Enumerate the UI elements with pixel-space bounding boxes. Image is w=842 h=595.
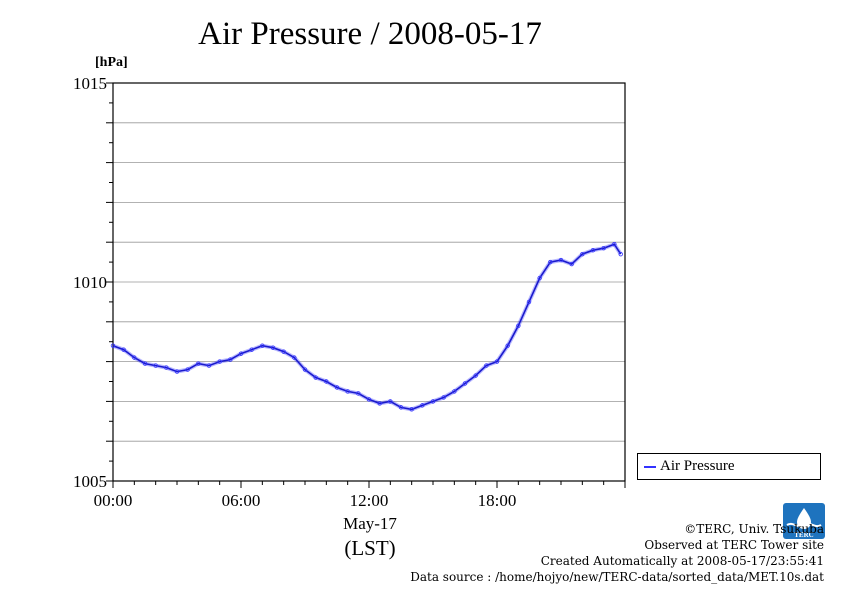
data-point (388, 399, 393, 404)
y-tick-label: 1010 (73, 273, 107, 292)
x-tick-label: 18:00 (478, 491, 517, 510)
data-point (153, 363, 158, 368)
series-band (112, 241, 623, 412)
data-point (430, 399, 436, 404)
data-point (601, 245, 606, 251)
y-tick-label: 1015 (73, 74, 107, 93)
data-point (281, 349, 286, 354)
data-point (569, 261, 574, 267)
data-point (345, 389, 350, 394)
credit-site: Observed at TERC Tower site (644, 538, 824, 552)
data-point (142, 361, 148, 366)
data-point (618, 251, 623, 257)
x-tick-label: 06:00 (222, 491, 261, 510)
legend-label: Air Pressure (660, 458, 735, 474)
data-point (121, 347, 126, 352)
data-point (452, 389, 457, 394)
data-point (494, 359, 500, 364)
credit-copyright: ©TERC, Univ. Tsukuba (684, 522, 824, 536)
data-point (409, 407, 414, 412)
data-point (473, 373, 478, 378)
credits-block: ©TERC, Univ. Tsukuba Observed at TERC To… (410, 521, 824, 585)
data-point (228, 357, 233, 362)
credit-created: Created Automatically at 2008-05-17/23:5… (540, 554, 824, 568)
data-point (174, 369, 180, 374)
data-point (484, 363, 489, 368)
data-point (302, 367, 308, 372)
data-point (292, 355, 297, 360)
data-point (590, 247, 596, 253)
logo-text: TERC (794, 531, 813, 539)
data-point (505, 343, 510, 348)
series-line (112, 243, 622, 411)
legend-line-icon (644, 466, 656, 468)
y-tick-label: 1005 (73, 472, 107, 491)
legend-box: Air Pressure (637, 453, 821, 480)
data-point (398, 405, 404, 410)
data-point (377, 401, 382, 406)
data-point (441, 395, 446, 400)
data-point (196, 361, 201, 366)
data-point (516, 323, 521, 328)
data-point (313, 375, 318, 380)
data-point (420, 403, 425, 408)
y-unit-label: [hPa] (95, 55, 128, 70)
data-point (132, 355, 137, 360)
x-tick-label: 00:00 (94, 491, 133, 510)
credit-source: Data source : /home/hojyo/new/TERC-data/… (410, 570, 824, 584)
data-point (334, 385, 340, 390)
data-point (537, 275, 542, 281)
data-point (526, 299, 532, 305)
x-tick-label: 12:00 (350, 491, 389, 510)
data-point (217, 359, 222, 364)
data-point (462, 381, 468, 386)
x-date-label: May-17 (343, 514, 397, 533)
chart-title: Air Pressure / 2008-05-17 (198, 16, 542, 52)
data-point (238, 351, 244, 356)
x-timezone-label: (LST) (344, 536, 396, 560)
data-point (612, 241, 617, 247)
data-point (249, 347, 254, 352)
data-point (110, 343, 116, 348)
data-point (164, 365, 169, 370)
data-point (206, 363, 212, 368)
data-point (185, 367, 190, 372)
data-point (580, 251, 585, 257)
data-point (260, 343, 265, 348)
terc-logo: TERC (783, 503, 825, 539)
data-point (558, 257, 564, 263)
data-point (366, 397, 372, 402)
data-point (270, 345, 276, 350)
data-point (324, 379, 329, 384)
data-point (548, 259, 553, 265)
data-point (356, 391, 361, 396)
